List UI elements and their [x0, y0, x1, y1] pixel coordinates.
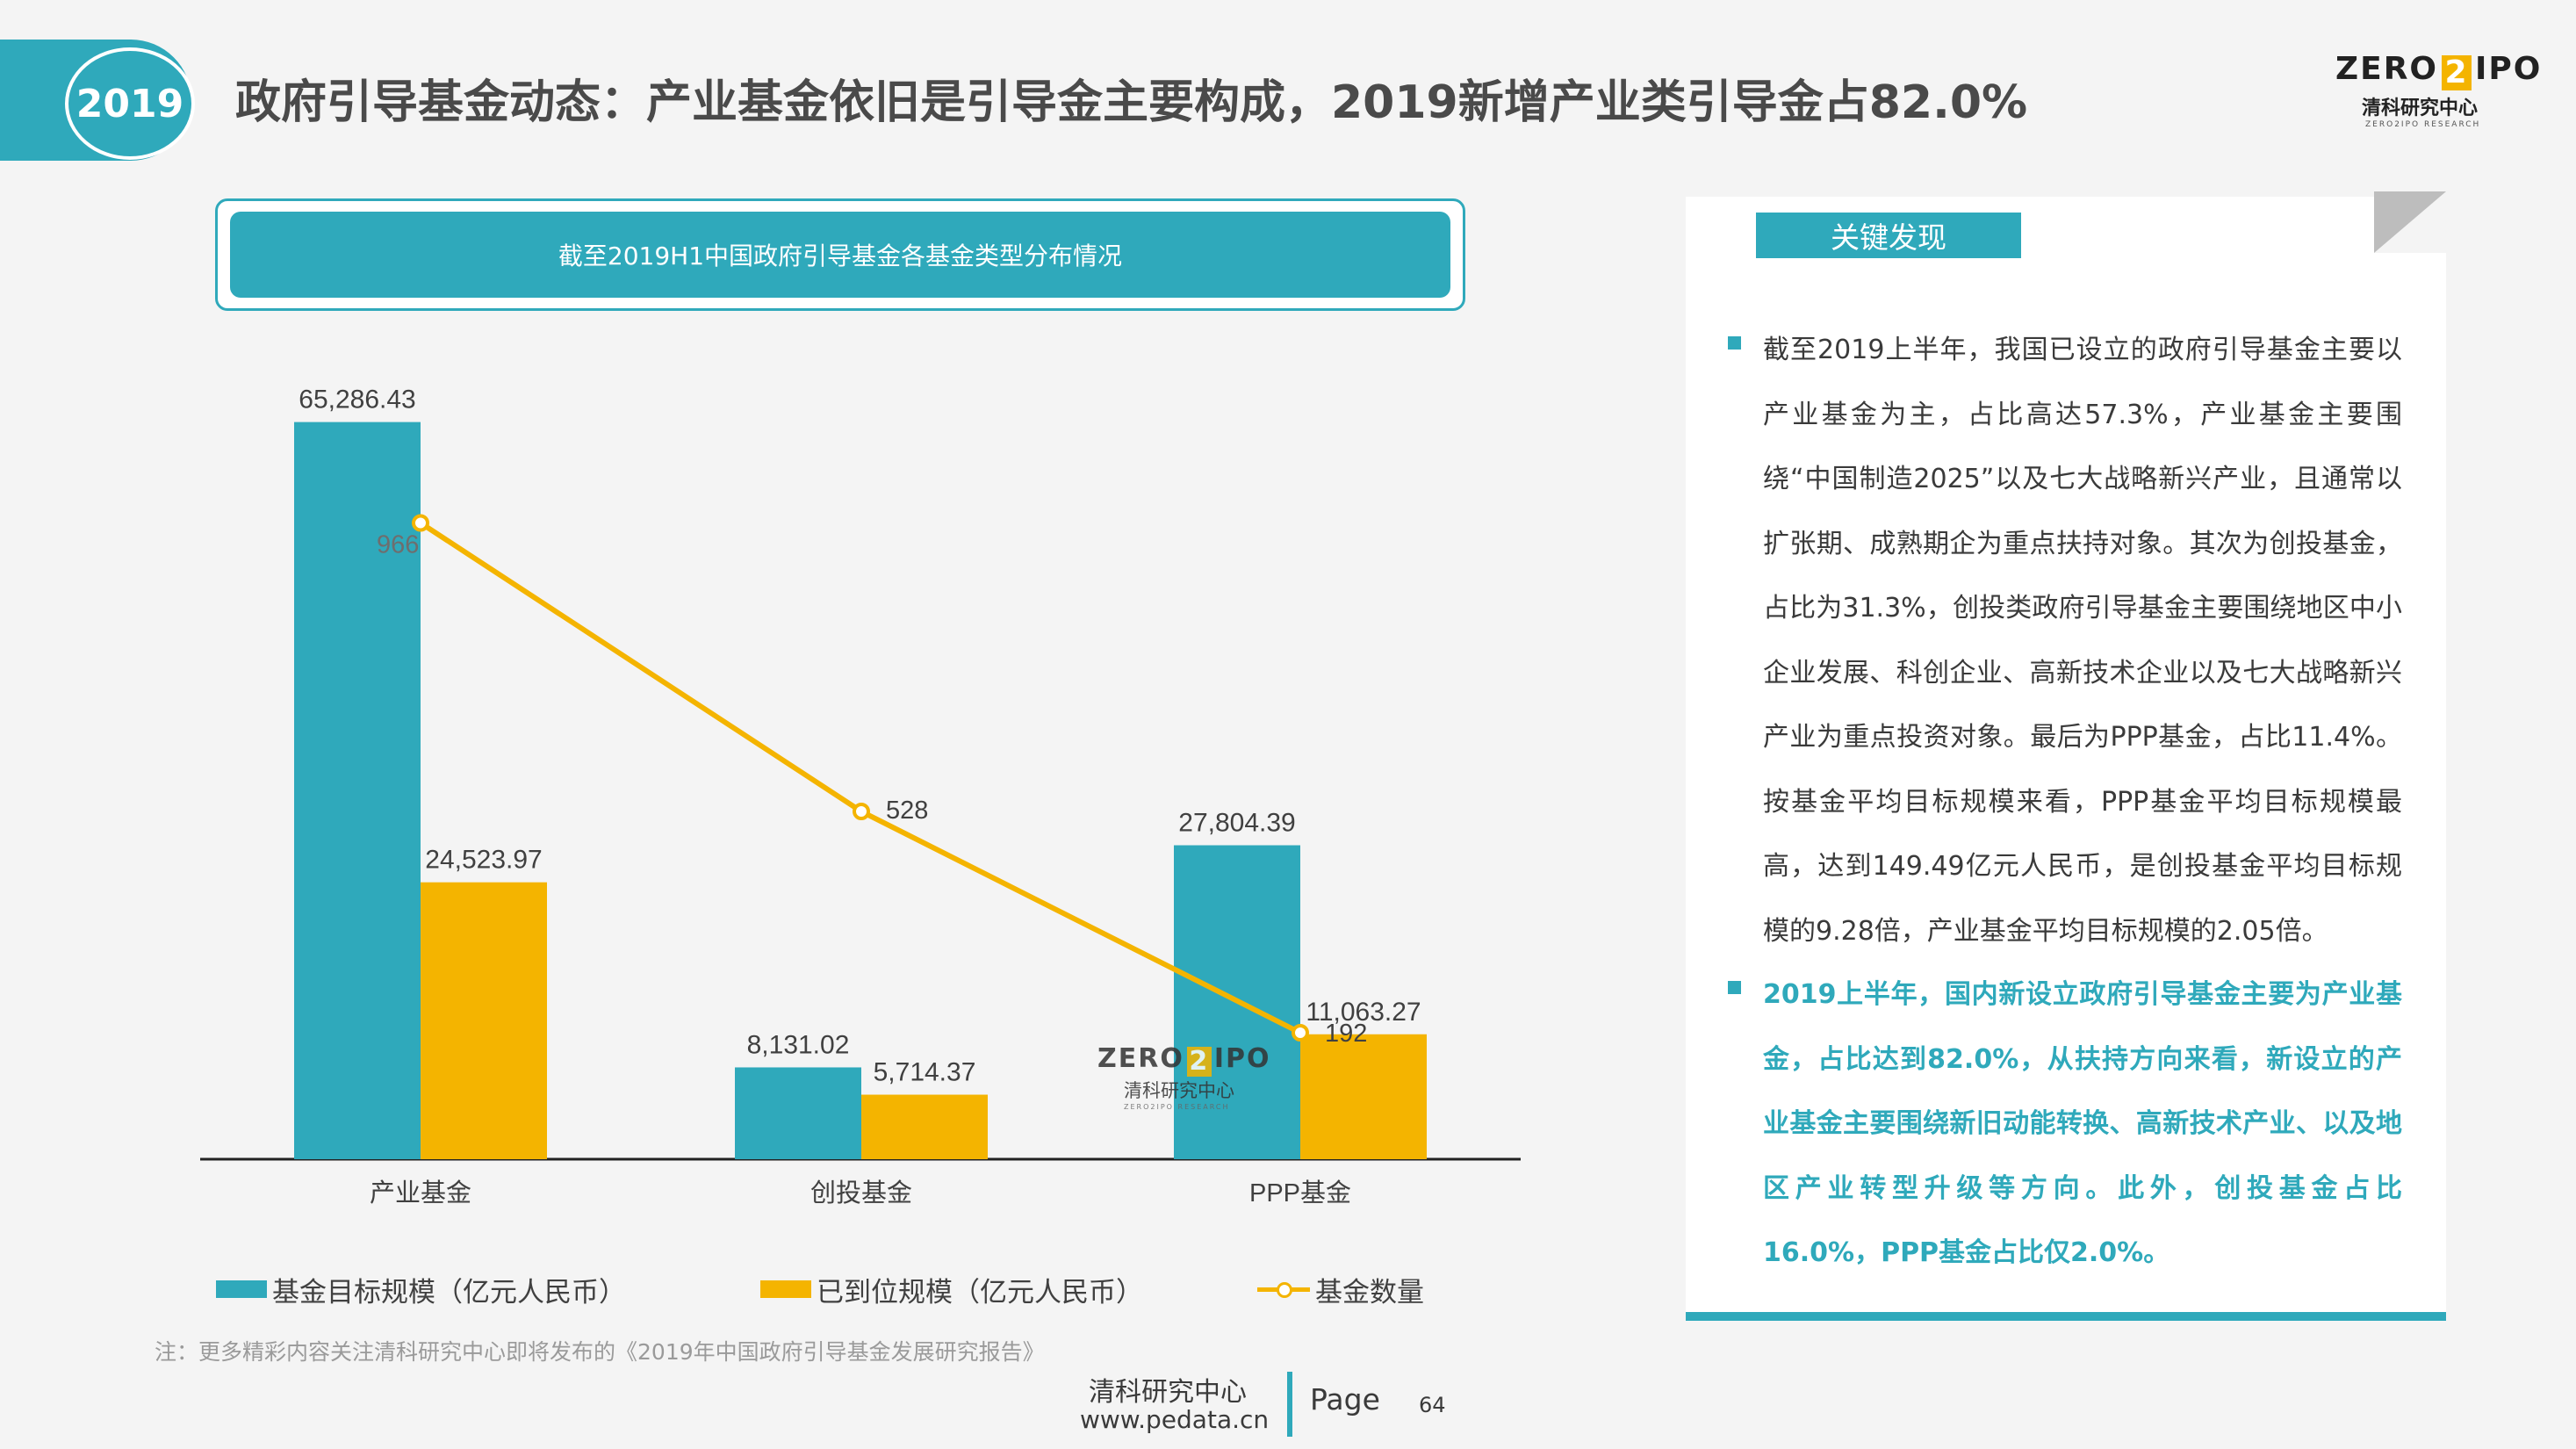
- bar-data-label: 11,063.27: [1306, 998, 1421, 1027]
- footer-org: 清科研究中心: [1089, 1377, 1247, 1408]
- page-title: 政府引导基金动态：产业基金依旧是引导金主要构成，2019新增产业类引导金占82.…: [235, 76, 2028, 129]
- fund-count-point-2: [1292, 1024, 1309, 1042]
- legend-label: 已到位规模（亿元人民币）: [817, 1276, 1143, 1308]
- footer-page-number: 64: [1419, 1393, 1446, 1417]
- watermark-subtitle: 清科研究中心: [1124, 1080, 1234, 1101]
- watermark-logo: ZERO 2 IPO 清科研究中心 ZERO2IPO RESEARCH: [1097, 1043, 1273, 1111]
- bullet-square-icon: [1728, 336, 1741, 350]
- bar-data-label: 65,286.43: [299, 386, 415, 415]
- watermark-wordmark: ZERO 2 IPO: [1097, 1043, 1271, 1077]
- line-data-label: 528: [886, 797, 928, 825]
- finding-bullet-highlight: 2019上半年，国内新设立政府引导基金主要为产业基金，占比达到82.0%，从扶持…: [1709, 962, 2402, 1286]
- year-text: 2019: [76, 81, 184, 126]
- fund-count-point-1: [853, 803, 870, 820]
- x-tick-label: 产业基金: [370, 1179, 471, 1208]
- legend-swatch-yellow: [760, 1280, 811, 1298]
- legend-swatch-teal: [216, 1280, 267, 1298]
- bar-target-0: [294, 422, 421, 1160]
- bar-data-label: 8,131.02: [747, 1030, 850, 1059]
- logo-subtitle: 清科研究中心: [2362, 97, 2479, 119]
- finding-text: 2019上半年，国内新设立政府引导基金主要为产业基金，占比达到82.0%，从扶持…: [1763, 979, 2402, 1268]
- bar-data-label: 27,804.39: [1178, 809, 1295, 838]
- chart-title-frame: 截至2019H1中国政府引导基金各基金类型分布情况: [215, 198, 1465, 311]
- legend-line-marker-icon: [1257, 1280, 1310, 1298]
- footer-page-label: Page: [1310, 1382, 1380, 1417]
- legend-item-fund-count: 基金数量: [1257, 1272, 1424, 1308]
- fund-count-line: [419, 520, 1302, 1035]
- finding-text: 截至2019上半年，我国已设立的政府引导基金主要以产业基金为主，占比高达57.3…: [1763, 335, 2402, 947]
- bar-paid-in-1: [861, 1094, 988, 1159]
- legend-label: 基金目标规模（亿元人民币）: [272, 1276, 626, 1308]
- bar-paid-in-2: [1300, 1034, 1427, 1159]
- watermark-tagline: ZERO2IPO RESEARCH: [1124, 1103, 1230, 1111]
- legend-label: 基金数量: [1315, 1276, 1424, 1308]
- finding-bullet: 截至2019上半年，我国已设立的政府引导基金主要以产业基金为主，占比高达57.3…: [1709, 318, 2402, 963]
- chart-title: 截至2019H1中国政府引导基金各基金类型分布情况: [230, 212, 1450, 298]
- legend-item-target-scale: 基金目标规模（亿元人民币）: [216, 1272, 626, 1308]
- line-data-label: 192: [1325, 1020, 1367, 1048]
- zero2ipo-logo: ZERO 2 IPO 清科研究中心 ZERO2IPO RESEARCH: [2335, 51, 2546, 139]
- bullet-square-icon: [1728, 981, 1741, 994]
- fund-count-point-0: [412, 514, 429, 532]
- bar-data-label: 24,523.97: [425, 846, 542, 875]
- bar-paid-in-0: [421, 882, 547, 1159]
- footer-url: www.pedata.cn: [1080, 1405, 1270, 1434]
- logo-wordmark: ZERO 2 IPO: [2335, 51, 2543, 90]
- bar-line-chart: 65,286.43 8,131.02 27,804.39 24,523.97 5,714…: [200, 386, 1521, 1208]
- key-findings-panel: 关键发现 截至2019上半年，我国已设立的政府引导基金主要以产业基金为主，占比高…: [1686, 197, 2446, 1321]
- logo-tagline: ZERO2IPO RESEARCH: [2365, 120, 2481, 129]
- year-badge: 2019: [65, 47, 195, 160]
- x-tick-label: 创投基金: [810, 1179, 912, 1208]
- legend-item-paid-in-scale: 已到位规模（亿元人民币）: [760, 1272, 1143, 1308]
- bar-target-1: [735, 1067, 861, 1159]
- footnote: 注：更多精彩内容关注清科研究中心即将发布的《2019年中国政府引导基金发展研究报…: [155, 1339, 1045, 1365]
- x-tick-label: PPP基金: [1249, 1179, 1351, 1208]
- page-corner-fold: [2374, 191, 2446, 253]
- line-data-label: 966: [377, 531, 419, 559]
- footer-divider: [1287, 1372, 1292, 1437]
- bar-data-label: 5,714.37: [874, 1058, 976, 1087]
- key-findings-header: 关键发现: [1756, 213, 2021, 258]
